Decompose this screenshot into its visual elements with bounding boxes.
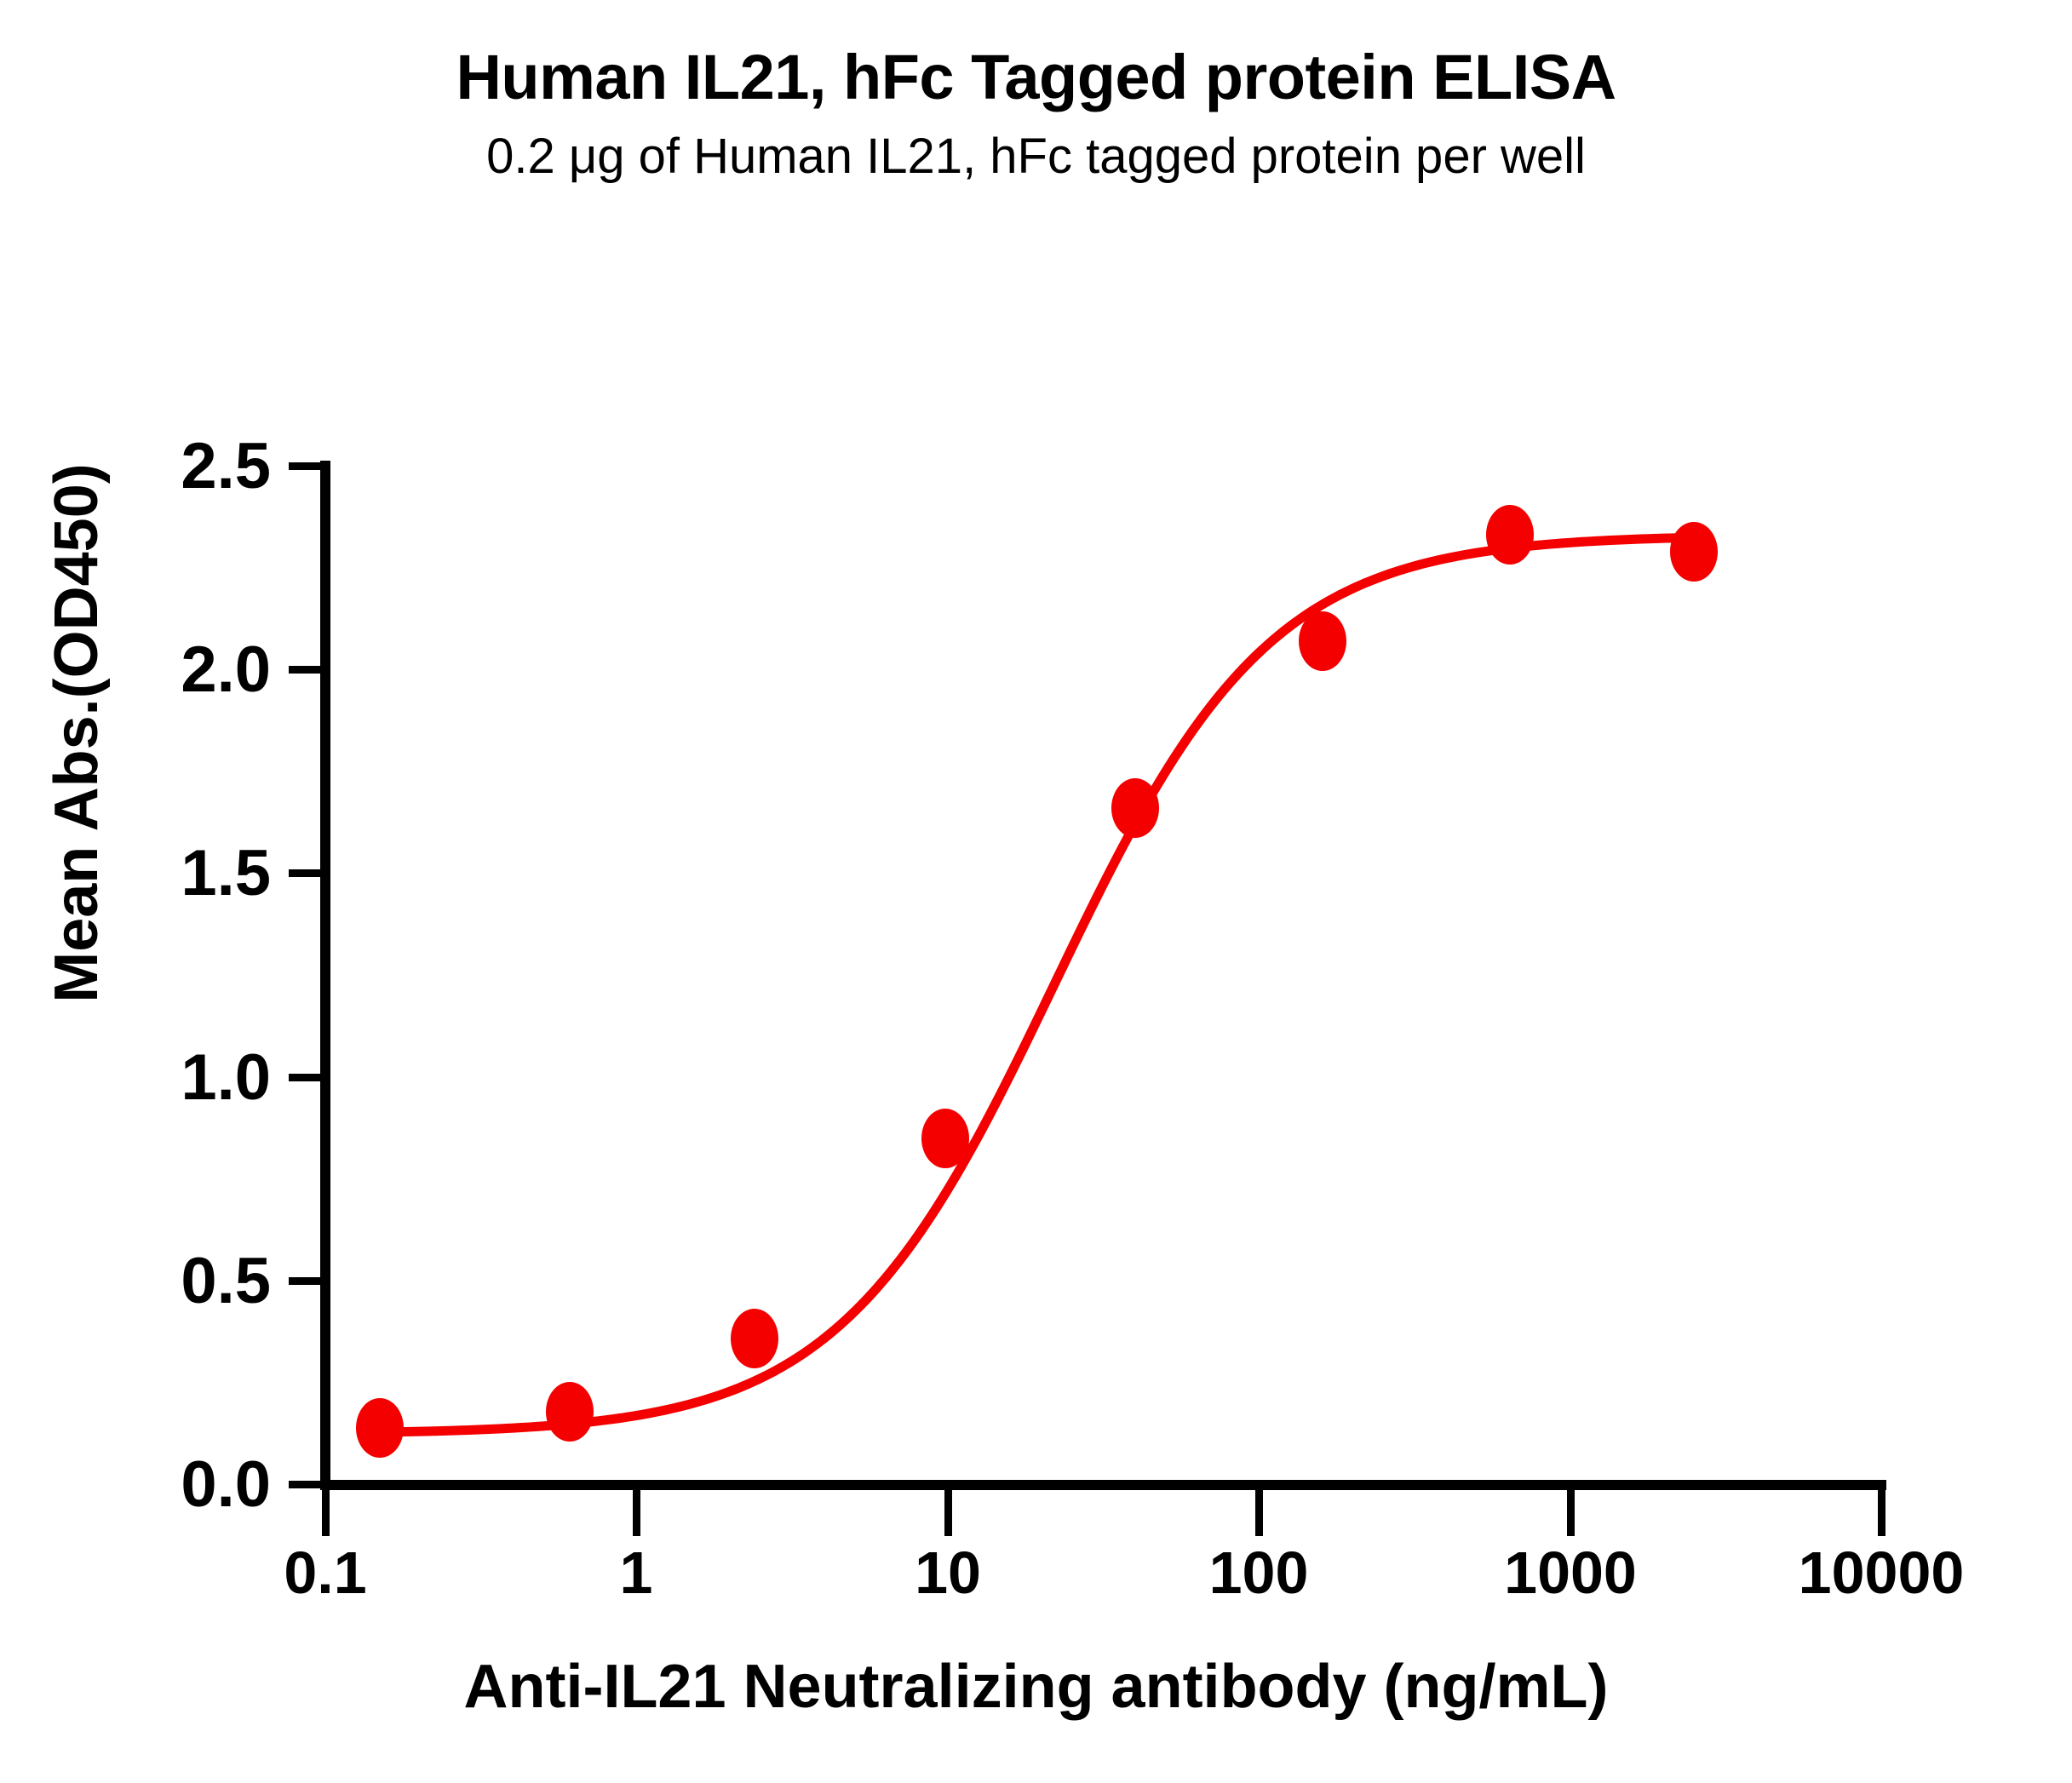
x-axis-tick bbox=[944, 1490, 952, 1536]
x-axis-tick bbox=[1567, 1490, 1575, 1536]
x-axis-tick-label: 0.1 bbox=[284, 1539, 367, 1606]
y-axis-tick-label: 2.0 bbox=[181, 634, 271, 706]
data-point bbox=[921, 1109, 969, 1169]
y-axis-tick bbox=[289, 869, 323, 877]
x-axis-tick bbox=[633, 1490, 640, 1536]
x-axis-tick bbox=[1878, 1490, 1885, 1536]
y-axis-line bbox=[320, 461, 330, 1490]
x-axis-line bbox=[320, 1480, 1886, 1490]
data-point bbox=[545, 1381, 594, 1442]
data-point bbox=[1111, 778, 1159, 839]
y-axis-title: Mean Abs.(OD450) bbox=[43, 463, 111, 1003]
x-axis-tick-label: 10 bbox=[915, 1539, 981, 1606]
x-axis-tick bbox=[322, 1490, 330, 1536]
y-axis-tick-label: 1.5 bbox=[181, 837, 271, 909]
x-axis-tick bbox=[1255, 1490, 1263, 1536]
y-axis-tick-label: 1.0 bbox=[181, 1041, 271, 1114]
y-axis-tick-label: 0.0 bbox=[181, 1448, 271, 1521]
x-axis-tick-label: 1 bbox=[619, 1539, 653, 1606]
data-point bbox=[731, 1308, 779, 1368]
y-axis-tick bbox=[289, 666, 323, 674]
y-axis-tick bbox=[289, 1277, 323, 1285]
data-point bbox=[1298, 611, 1346, 671]
title-block: Human IL21, hFc Tagged protein ELISA 0.2… bbox=[0, 42, 2072, 186]
x-axis-title: Anti-IL21 Neutralizing antibody (ng/mL) bbox=[463, 1653, 1609, 1721]
x-axis-tick-label: 100 bbox=[1208, 1539, 1309, 1606]
data-point bbox=[1670, 521, 1718, 582]
y-axis-tick bbox=[289, 1074, 323, 1081]
chart-subtitle: 0.2 μg of Human IL21, hFc tagged protein… bbox=[486, 128, 1586, 184]
y-axis-tick bbox=[289, 1481, 323, 1488]
data-point bbox=[356, 1397, 405, 1458]
data-point bbox=[1485, 505, 1534, 565]
x-axis-tick-label: 10000 bbox=[1798, 1539, 1965, 1606]
y-axis-tick-label: 2.5 bbox=[181, 430, 271, 502]
chart-title: Human IL21, hFc Tagged protein ELISA bbox=[456, 42, 1616, 112]
x-axis-tick-label: 1000 bbox=[1504, 1539, 1637, 1606]
y-axis-tick-label: 0.5 bbox=[181, 1245, 271, 1317]
y-axis-tick bbox=[289, 462, 323, 470]
